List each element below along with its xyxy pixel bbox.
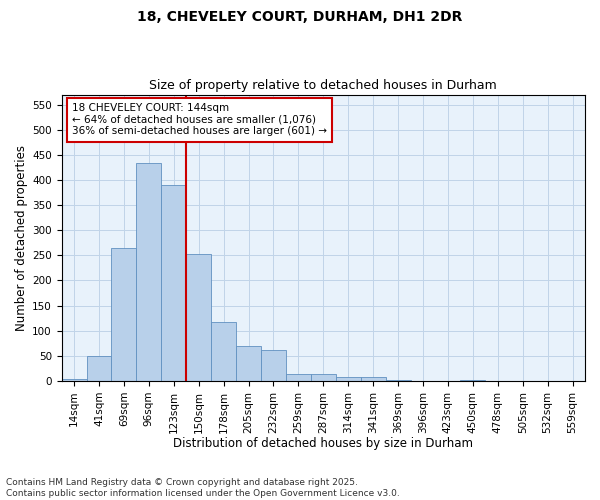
- Bar: [336, 377, 361, 381]
- Bar: [86, 356, 112, 381]
- Title: Size of property relative to detached houses in Durham: Size of property relative to detached ho…: [149, 79, 497, 92]
- X-axis label: Distribution of detached houses by size in Durham: Distribution of detached houses by size …: [173, 437, 473, 450]
- Bar: [286, 374, 311, 381]
- Text: Contains HM Land Registry data © Crown copyright and database right 2025.
Contai: Contains HM Land Registry data © Crown c…: [6, 478, 400, 498]
- Bar: [386, 380, 410, 381]
- Bar: [136, 164, 161, 381]
- Bar: [62, 380, 86, 381]
- Bar: [236, 346, 261, 381]
- Bar: [311, 374, 336, 381]
- Bar: [161, 185, 186, 381]
- Bar: [211, 322, 236, 381]
- Bar: [112, 248, 136, 381]
- Y-axis label: Number of detached properties: Number of detached properties: [15, 145, 28, 331]
- Bar: [460, 380, 485, 381]
- Text: 18, CHEVELEY COURT, DURHAM, DH1 2DR: 18, CHEVELEY COURT, DURHAM, DH1 2DR: [137, 10, 463, 24]
- Bar: [186, 254, 211, 381]
- Bar: [261, 350, 286, 381]
- Bar: [361, 378, 386, 381]
- Text: 18 CHEVELEY COURT: 144sqm
← 64% of detached houses are smaller (1,076)
36% of se: 18 CHEVELEY COURT: 144sqm ← 64% of detac…: [72, 103, 327, 136]
